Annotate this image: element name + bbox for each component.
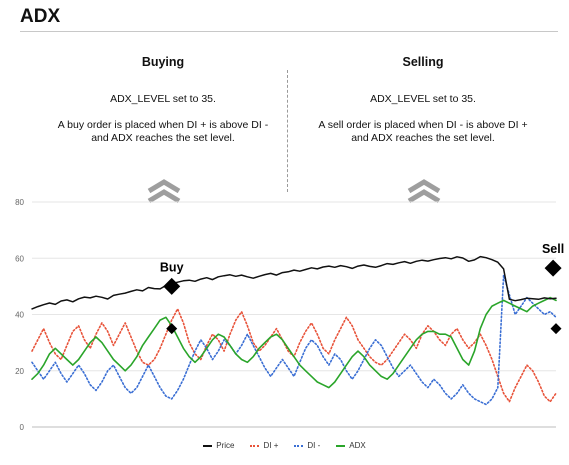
signal-marker-price [163,277,181,295]
selling-heading: Selling [402,55,444,69]
signal-marker-price [544,259,562,277]
y-tick-label: 80 [15,198,24,207]
sell-double-chevron-up-icon [407,179,441,204]
buy-double-chevron-up-icon [147,179,181,204]
series-line-di-minus [31,274,557,406]
legend-swatch-price [203,444,213,447]
legend-item-adx: ADX [336,441,366,450]
y-tick-label: 0 [20,423,25,432]
legend-item-di-plus: DI + [250,441,278,450]
legend-item-price: Price [203,441,234,450]
legend-label-adx: ADX [349,441,366,450]
buying-line-2: A buy order is placed when DI + is above… [57,119,269,131]
signal-marker-adx [166,323,178,335]
buying-line-1: ADX_LEVEL set to 35. [110,93,216,105]
legend-label-price: Price [216,441,235,450]
annotation-buy: Buy [160,260,184,274]
legend-item-di-minus: DI - [294,441,320,450]
title-divider [20,31,558,32]
y-tick-label: 20 [15,367,24,376]
series-line-price [31,255,557,310]
buying-panel: Buying ADX_LEVEL set to 35. A buy order … [32,55,294,145]
annotation-sell: Sell [542,242,564,256]
page-title: ADX [20,6,61,27]
buying-line-3: and ADX reaches the set level. [91,132,235,144]
selling-line-2: A sell order is placed when DI - is abov… [318,119,528,131]
y-tick-label: 60 [15,254,24,263]
series-line-adx [31,296,557,389]
signal-marker-adx [550,323,562,335]
buying-heading: Buying [141,55,185,69]
chart-legend: Price DI + DI - ADX [0,441,569,450]
legend-swatch-di-minus [294,444,304,447]
legend-label-di-minus: DI - [307,441,321,450]
y-tick-label: 40 [15,311,24,320]
legend-swatch-di-plus [250,444,260,447]
selling-line-1: ADX_LEVEL set to 35. [370,93,476,105]
selling-panel: Selling ADX_LEVEL set to 35. A sell orde… [292,55,554,145]
legend-swatch-adx [336,444,346,447]
legend-label-di-plus: DI + [263,441,279,450]
panel-divider [287,70,288,192]
adx-chart: 0 20 40 60 80 Buy Sell [15,198,564,432]
selling-line-3: and ADX reaches the set level. [351,132,495,144]
